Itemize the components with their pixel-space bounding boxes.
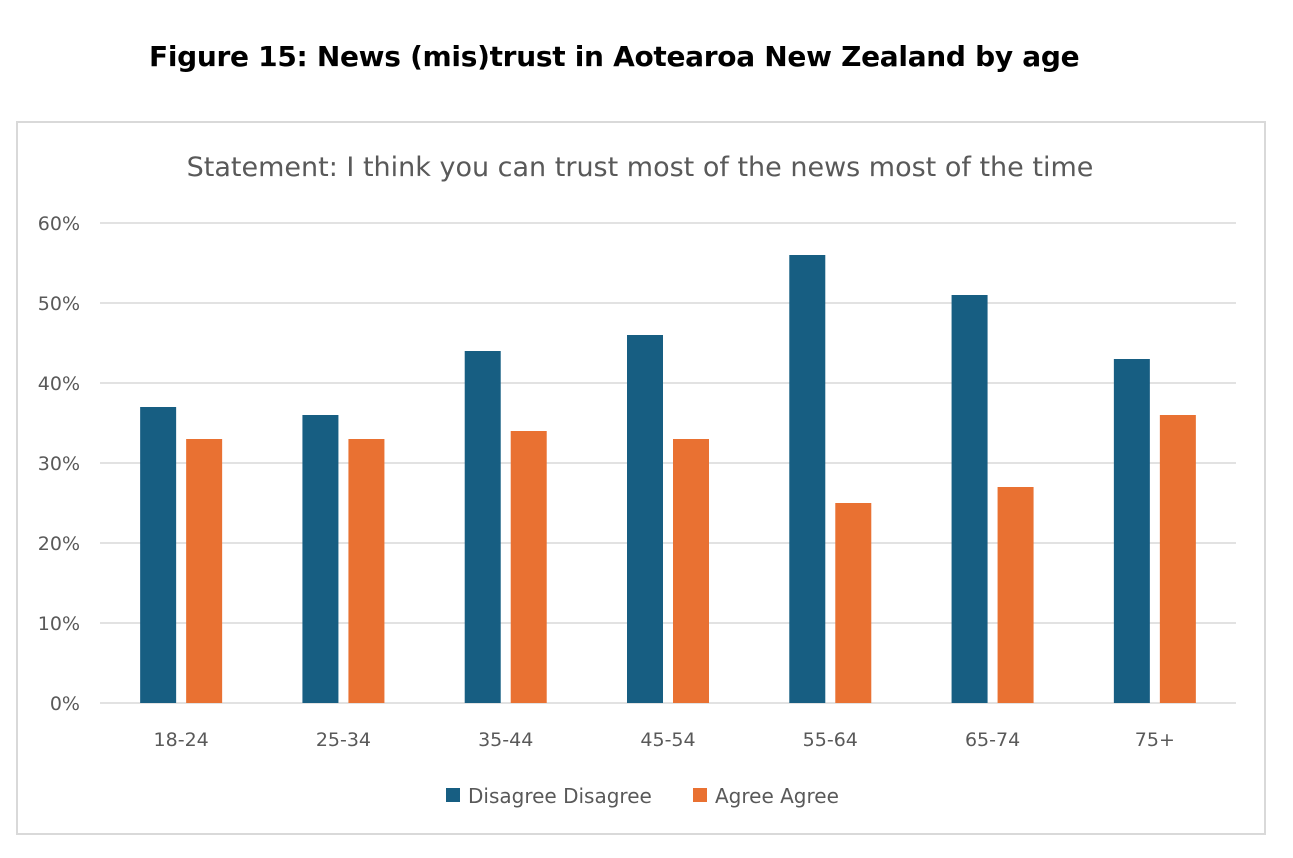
y-tick-label: 0% xyxy=(50,693,80,715)
legend-swatch-agree xyxy=(693,788,707,802)
bar-disagree-25-34 xyxy=(302,415,339,703)
gridlines xyxy=(100,222,1236,704)
y-tick-label: 20% xyxy=(38,533,80,555)
figure-caption: Figure 15: News (mis)trust in Aotearoa N… xyxy=(149,40,1080,73)
legend-swatch-disagree xyxy=(446,788,460,802)
bar-disagree-75+ xyxy=(1113,359,1150,703)
x-tick-label: 75+ xyxy=(1135,729,1175,751)
bar-agree-18-24 xyxy=(186,439,223,703)
chart-title: Statement: I think you can trust most of… xyxy=(187,152,1094,183)
bar-agree-25-34 xyxy=(348,439,385,703)
x-tick-label: 18-24 xyxy=(154,729,209,751)
bar-agree-35-44 xyxy=(510,431,547,703)
bar-disagree-18-24 xyxy=(140,407,177,703)
bars xyxy=(140,255,1196,703)
x-tick-label: 45-54 xyxy=(640,729,695,751)
y-tick-label: 40% xyxy=(38,373,80,395)
x-tick-label: 25-34 xyxy=(316,729,371,751)
x-tick-label: 55-64 xyxy=(803,729,858,751)
bar-agree-55-64 xyxy=(835,503,872,703)
bar-disagree-65-74 xyxy=(951,295,988,703)
x-tick-label: 35-44 xyxy=(478,729,533,751)
legend-label-disagree: Disagree Disagree xyxy=(468,784,652,808)
y-tick-label: 10% xyxy=(38,613,80,635)
bar-agree-45-54 xyxy=(673,439,709,703)
bar-agree-65-74 xyxy=(997,487,1034,703)
bar-disagree-45-54 xyxy=(627,335,663,703)
x-axis-tick-labels: 18-24 25-34 35-44 45-54 55-64 65-74 75+ xyxy=(154,729,1175,751)
legend: Disagree Disagree Agree Agree xyxy=(446,784,839,808)
y-axis-tick-labels: 0% 10% 20% 30% 40% 50% 60% xyxy=(38,213,80,715)
y-tick-label: 30% xyxy=(38,453,80,475)
y-tick-label: 60% xyxy=(38,213,80,235)
legend-label-agree: Agree Agree xyxy=(715,784,839,808)
y-tick-label: 50% xyxy=(38,293,80,315)
bar-disagree-35-44 xyxy=(464,351,501,703)
bar-agree-75+ xyxy=(1159,415,1196,703)
x-tick-label: 65-74 xyxy=(965,729,1020,751)
bar-disagree-55-64 xyxy=(789,255,826,703)
